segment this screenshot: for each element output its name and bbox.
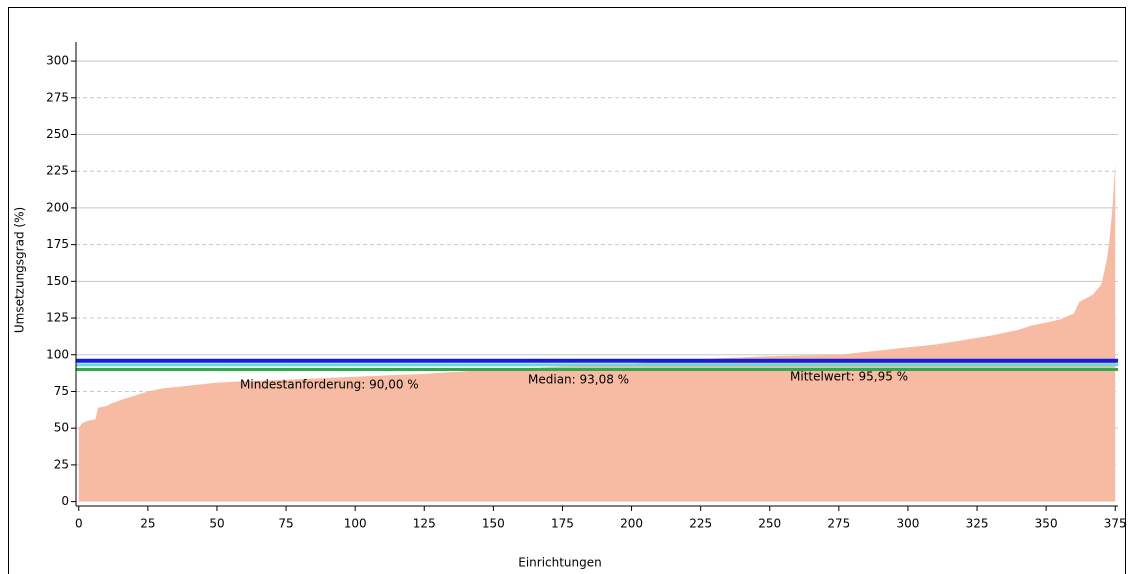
y-tick-label: 200 <box>46 200 69 214</box>
area <box>78 163 1116 502</box>
y-tick-label: 25 <box>54 457 69 471</box>
x-tick-label: 300 <box>896 517 919 531</box>
y-tick-label: 300 <box>46 54 69 68</box>
y-tick-label: 275 <box>46 90 69 104</box>
y-tick-label: 250 <box>46 127 69 141</box>
x-tick-label: 150 <box>482 517 505 531</box>
x-tick-label: 200 <box>620 517 643 531</box>
y-tick-label: 50 <box>54 421 69 435</box>
y-tick-label: 150 <box>46 274 69 288</box>
x-tick-label: 275 <box>827 517 850 531</box>
x-tick-label: 325 <box>966 517 989 531</box>
x-tick-label: 25 <box>140 517 155 531</box>
reference-label: Mittelwert: 95,95 % <box>790 370 908 384</box>
y-tick-label: 125 <box>46 311 69 325</box>
reference-label: Median: 93,08 % <box>528 373 629 387</box>
x-tick-label: 225 <box>689 517 712 531</box>
y-tick-label: 225 <box>46 164 69 178</box>
x-tick-label: 100 <box>344 517 367 531</box>
y-tick-label: 100 <box>46 347 69 361</box>
y-tick-label: 175 <box>46 237 69 251</box>
y-tick-label: 75 <box>54 384 69 398</box>
x-tick-label: 125 <box>413 517 436 531</box>
x-tick-label: 50 <box>209 517 224 531</box>
x-tick-label: 250 <box>758 517 781 531</box>
x-tick-label: 0 <box>75 517 83 531</box>
y-axis-label: Umsetzungsgrad (%) <box>13 207 27 333</box>
x-axis-label: Einrichtungen <box>518 556 602 570</box>
x-tick-label: 75 <box>278 517 293 531</box>
reference-label: Mindestanforderung: 90,00 % <box>240 378 419 392</box>
x-tick-label: 350 <box>1035 517 1058 531</box>
x-tick-label: 375 <box>1104 517 1127 531</box>
y-tick-label: 0 <box>61 494 69 508</box>
x-tick-label: 175 <box>551 517 574 531</box>
